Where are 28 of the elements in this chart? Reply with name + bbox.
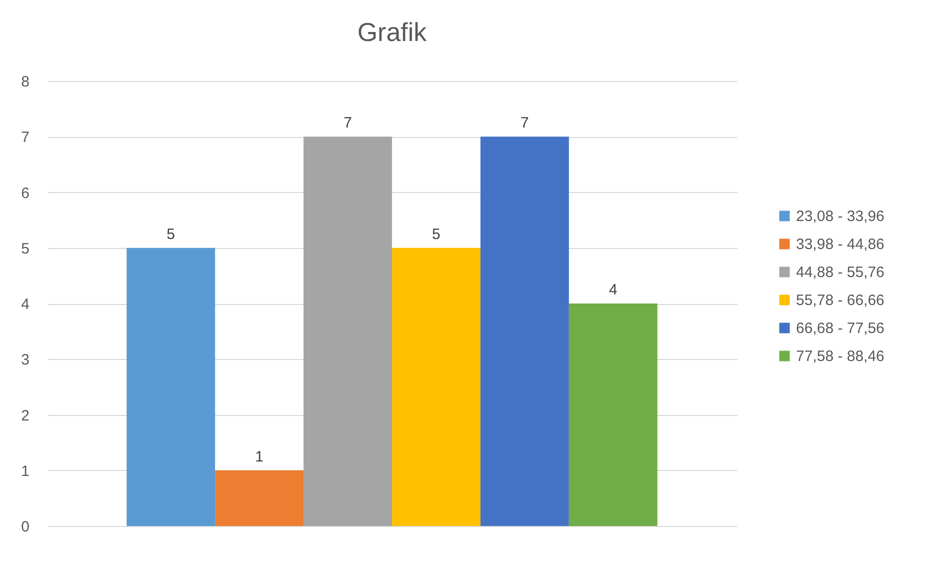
bar bbox=[568, 304, 658, 526]
data-label: 5 bbox=[166, 226, 176, 243]
bar bbox=[304, 136, 392, 526]
legend-label: 33,98 - 44,86 bbox=[796, 236, 884, 253]
data-label: 7 bbox=[344, 114, 352, 132]
y-tick-label: 3 bbox=[21, 352, 30, 369]
chart-title: Grafik bbox=[357, 17, 428, 47]
legend-label: 55,78 - 66,66 bbox=[796, 292, 884, 309]
y-tick-label: 2 bbox=[21, 407, 30, 424]
y-tick-label: 5 bbox=[21, 240, 30, 258]
data-label: 4 bbox=[608, 282, 618, 298]
legend-label: 23,08 - 33,96 bbox=[796, 208, 884, 225]
legend-label: 77,58 - 88,46 bbox=[796, 348, 884, 365]
bar bbox=[480, 136, 569, 526]
data-label: 5 bbox=[432, 226, 440, 243]
bar bbox=[215, 470, 304, 526]
legend-label: 44,88 - 55,76 bbox=[796, 264, 884, 281]
data-label: 7 bbox=[520, 114, 529, 132]
y-tick-label: 0 bbox=[21, 518, 30, 536]
data-label: 1 bbox=[255, 448, 264, 466]
legend-label: 66,68 - 77,56 bbox=[796, 320, 884, 337]
bar bbox=[392, 248, 480, 526]
bar bbox=[126, 248, 216, 526]
y-tick-label: 1 bbox=[21, 462, 30, 480]
y-tick-label: 4 bbox=[21, 296, 30, 313]
y-tick-label: 8 bbox=[21, 74, 30, 90]
y-tick-label: 7 bbox=[21, 129, 30, 146]
y-tick-label: 6 bbox=[21, 184, 30, 202]
